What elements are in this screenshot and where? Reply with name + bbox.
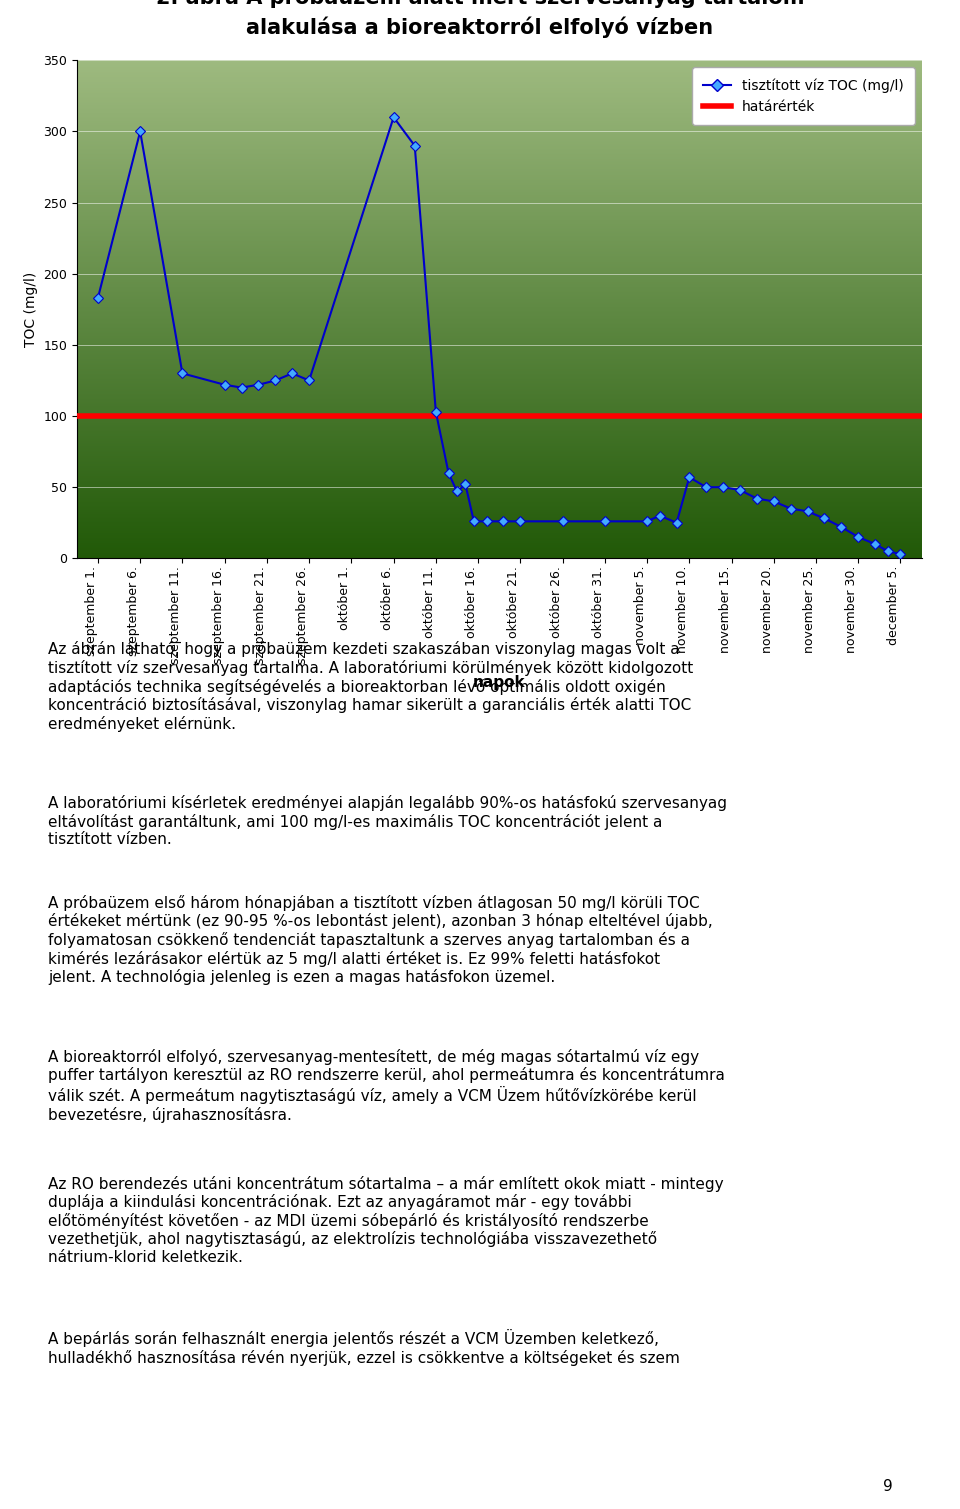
Text: A bepárlás során felhasznált energia jelentős részét a VCM Üzemben keletkező,
hu: A bepárlás során felhasznált energia jel… (48, 1329, 680, 1366)
X-axis label: napok: napok (473, 675, 525, 690)
Legend: tisztított víz TOC (mg/l), határérték: tisztított víz TOC (mg/l), határérték (692, 68, 915, 125)
Text: A laboratóriumi kísérletek eredményei alapján legalább 90%-os hatásfokú szervesa: A laboratóriumi kísérletek eredményei al… (48, 795, 727, 847)
Text: alakulása a bioreaktorról elfolyó vízben: alakulása a bioreaktorról elfolyó vízben (247, 17, 713, 38)
Text: 2. ábra A próbaüzem alatt mért szervesanyag tartalom: 2. ábra A próbaüzem alatt mért szervesan… (156, 0, 804, 8)
Text: 9: 9 (883, 1479, 893, 1494)
Y-axis label: TOC (mg/l): TOC (mg/l) (24, 272, 37, 347)
Text: A bioreaktorról elfolyó, szervesanyag-mentesített, de még magas sótartalmú víz e: A bioreaktorról elfolyó, szervesanyag-me… (48, 1049, 725, 1123)
Text: A próbaüzem első három hónapjában a tisztított vízben átlagosan 50 mg/l körüli T: A próbaüzem első három hónapjában a tisz… (48, 895, 712, 985)
Text: Az RO berendezés utáni koncentrátum sótartalma – a már említett okok miatt - min: Az RO berendezés utáni koncentrátum sóta… (48, 1176, 724, 1265)
Text: Az ábrán látható, hogy a próbaüzem kezdeti szakaszában viszonylag magas volt a
t: Az ábrán látható, hogy a próbaüzem kezde… (48, 641, 693, 732)
